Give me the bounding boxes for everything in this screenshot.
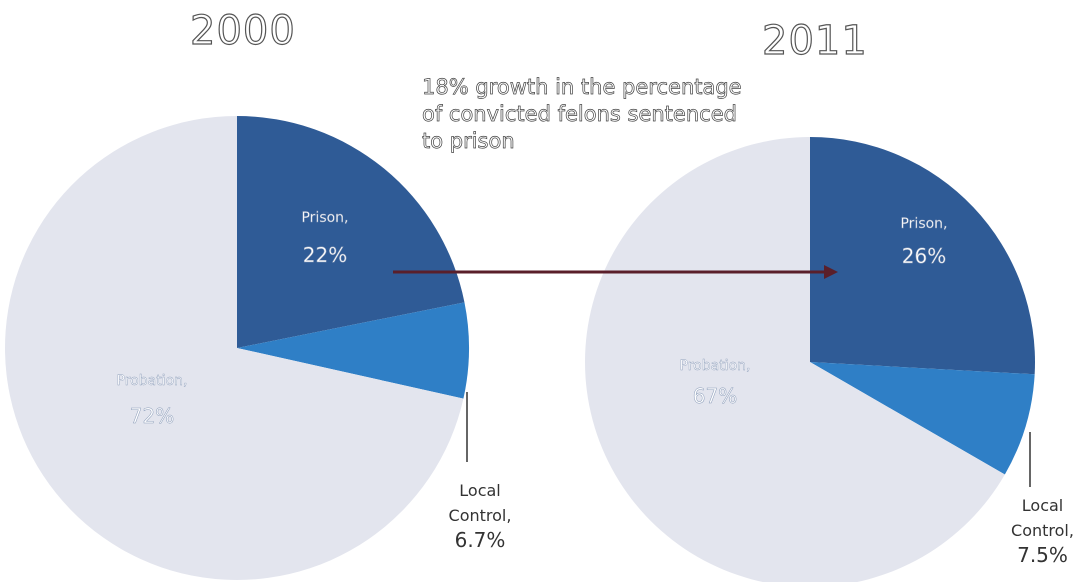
slice-label-prison-2000: Prison, — [301, 210, 348, 226]
local-control-value-2011: 7.5% — [1017, 543, 1068, 567]
pie-slice-prison-2000 — [237, 116, 465, 348]
local-control-line1: Local — [1021, 496, 1064, 515]
growth-arrow-head — [824, 265, 838, 279]
local-control-line2: Control, — [1011, 521, 1074, 540]
slice-label-prison-2011: Prison, — [900, 216, 947, 232]
growth-annotation: 18% growth in the percentage of convicte… — [422, 75, 742, 154]
local-control-line1: Local — [459, 481, 501, 500]
slice-value-prison-2011: 26% — [902, 244, 946, 268]
local-control-line2: Control, — [448, 506, 512, 525]
chart-title-2000: 2000 — [189, 7, 296, 54]
slice-label-probation-2000: Probation, — [117, 373, 188, 389]
local-control-value-2000: 6.7% — [454, 528, 506, 552]
pie-slice-probation-2000 — [4, 116, 464, 580]
slice-value-prison-2000: 22% — [303, 243, 347, 267]
chart-title-2011: 2011 — [761, 17, 868, 64]
pie-slice-local-control-2000 — [237, 302, 469, 399]
pie-slice-probation-2011 — [585, 137, 1005, 582]
local-control-label-2011: Local Control, 7.5% — [1000, 493, 1085, 568]
pie-slice-local-control-2011 — [810, 362, 1035, 475]
slice-value-probation-2011: 67% — [693, 384, 737, 408]
pie-slice-prison-2011 — [810, 137, 1036, 375]
slice-label-probation-2011: Probation, — [680, 358, 751, 374]
slice-value-probation-2000: 72% — [130, 404, 174, 428]
local-control-label-2000: Local Control, 6.7% — [440, 478, 520, 553]
